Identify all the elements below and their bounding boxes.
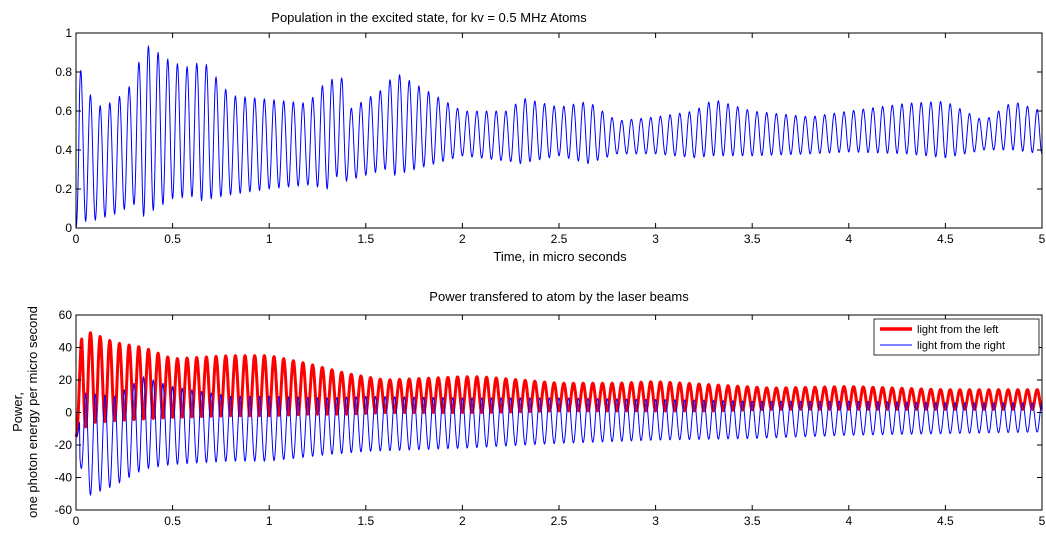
x-tick-label-power: 2 (459, 514, 466, 528)
x-tick-label-power: 2.5 (551, 514, 568, 528)
x-tick-label-population: 3.5 (744, 232, 761, 246)
x-tick-label-population: 5 (1039, 232, 1046, 246)
series-line-population-0 (75, 45, 1043, 229)
x-tick-label-population: 2 (459, 232, 466, 246)
y-tick-label-population: 0.2 (55, 182, 72, 196)
legend-label-right: light from the right (917, 340, 1005, 352)
y-tick-label-power: -60 (55, 503, 73, 517)
x-tick-label-power: 3 (652, 514, 659, 528)
legend-label-left: light from the left (917, 324, 998, 336)
y-tick-label-power: 60 (59, 308, 73, 322)
axes-frame-population (76, 33, 1042, 228)
x-tick-label-power: 0.5 (164, 514, 181, 528)
series-group-population (75, 45, 1043, 229)
x-tick-label-power: 5 (1039, 514, 1046, 528)
y-tick-label-population: 0.6 (55, 104, 72, 118)
y-tick-label-power: -40 (55, 471, 73, 485)
chart-title-power: Power transfered to atom by the laser be… (429, 289, 689, 304)
y-axis-title-line-1: Power, (10, 392, 25, 432)
x-tick-label-population: 1 (266, 232, 273, 246)
x-tick-label-population: 1.5 (357, 232, 374, 246)
y-tick-label-power: 0 (65, 406, 72, 420)
x-tick-label-power: 1.5 (357, 514, 374, 528)
y-tick-label-population: 0.8 (55, 65, 72, 79)
y-axis-title-power: Power, one photon energy per micro secon… (10, 306, 40, 518)
x-tick-label-power: 3.5 (744, 514, 761, 528)
y-tick-label-power: 40 (59, 341, 73, 355)
chart-title-population: Population in the excited state, for kv … (271, 10, 587, 25)
series-line-power-0 (74, 331, 1044, 438)
x-tick-label-population: 3 (652, 232, 659, 246)
legend: light from the left light from the right (873, 318, 1040, 356)
x-tick-label-population: 0.5 (164, 232, 181, 246)
series-group-power (74, 331, 1044, 496)
y-axis-title-line-2: one photon energy per micro second (25, 306, 40, 518)
series-line-power-1 (75, 376, 1043, 496)
y-tick-label-population: 1 (65, 26, 72, 40)
x-tick-label-power: 4.5 (937, 514, 954, 528)
y-tick-label-power: -20 (55, 438, 73, 452)
x-tick-label-power: 4 (845, 514, 852, 528)
axis-ticks-population: 0 0.5 1 1.5 2 2.5 3 3.5 4 4.5 5 0 0.2 0.4 0.6 0.8 1 (55, 26, 1045, 246)
legend-box (873, 318, 1040, 356)
y-tick-label-population: 0.4 (55, 143, 72, 157)
plot-excited-population: Population in the excited state, for kv … (55, 10, 1045, 264)
x-tick-label-population: 4 (845, 232, 852, 246)
x-tick-label-population: 0 (73, 232, 80, 246)
y-tick-label-power: 20 (59, 373, 73, 387)
x-tick-label-population: 2.5 (551, 232, 568, 246)
x-tick-label-population: 4.5 (937, 232, 954, 246)
x-tick-label-power: 1 (266, 514, 273, 528)
x-tick-label-power: 0 (73, 514, 80, 528)
x-axis-title-population: Time, in micro seconds (493, 249, 627, 264)
axis-ticks-power: 0 0.5 1 1.5 2 2.5 3 3.5 4 4.5 5 -60 -40 -20 0 20 40 60 (55, 308, 1046, 528)
plot-power: Power transfered to atom by the laser be… (10, 289, 1046, 528)
y-tick-label-population: 0 (65, 221, 72, 235)
